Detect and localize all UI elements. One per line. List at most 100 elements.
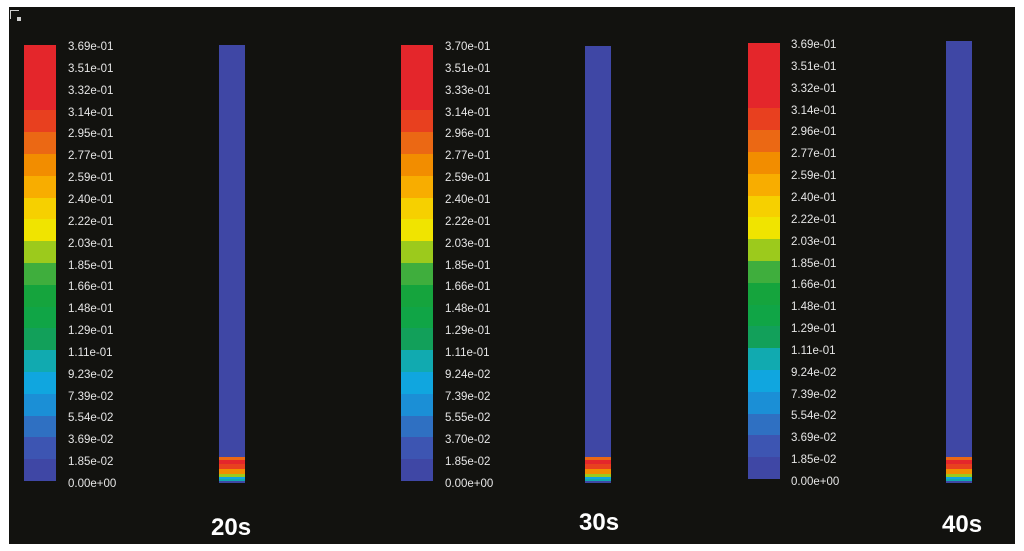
legend-value: 2.96e-01: [791, 126, 837, 139]
colorbar-segment: [24, 437, 56, 460]
concentration-band: [219, 469, 245, 474]
legend-value: 1.48e-01: [791, 301, 837, 314]
legend-value: 3.32e-01: [791, 82, 837, 95]
concentration-band: [585, 477, 611, 479]
colorbar-segment: [748, 130, 780, 153]
legend-value: 2.77e-01: [445, 150, 491, 163]
legend-value: 3.51e-01: [68, 62, 114, 75]
legend-value: 5.54e-02: [68, 412, 114, 425]
concentration-band: [219, 477, 245, 479]
colorbar-segment: [401, 241, 433, 264]
legend-value: 3.69e-01: [68, 41, 114, 53]
legend-value: 0.00e+00: [791, 476, 840, 488]
colorbar: [748, 43, 780, 489]
legend-value: 0.00e+00: [445, 478, 494, 490]
legend-value: 2.22e-01: [445, 215, 491, 228]
contour-frame: [9, 7, 1015, 544]
colorbar-segment: [401, 306, 433, 329]
colorbar-segment: [24, 132, 56, 155]
legend-value: 2.77e-01: [791, 148, 837, 161]
colorbar-segment: [24, 175, 56, 199]
colorbar-segment: [24, 415, 56, 438]
legend-value: 2.59e-01: [791, 170, 837, 183]
legend-value: 9.24e-02: [445, 368, 491, 381]
colorbar-segment: [401, 437, 433, 460]
colorbar-segment: [24, 154, 56, 177]
colorbar-segment: [401, 219, 433, 242]
colorbar-segment: [748, 348, 780, 371]
colorbar-segment: [748, 304, 780, 327]
concentration-band: [585, 474, 611, 477]
legend-value: 2.40e-01: [68, 193, 114, 206]
colorbar-segment: [401, 154, 433, 177]
colorbar-segment: [401, 372, 433, 395]
colorbar-segment: [401, 263, 433, 286]
colorbar-segment: [24, 45, 56, 68]
concentration-band: [219, 460, 245, 464]
legend-value: 2.40e-01: [445, 193, 491, 206]
concentration-band: [946, 477, 972, 479]
colorbar-segment: [748, 43, 780, 66]
colorbar-segment: [401, 66, 433, 90]
colorbar-segment: [24, 284, 56, 308]
colorbar-segment: [401, 175, 433, 199]
time-label: 40s: [942, 511, 983, 538]
concentration-band: [946, 464, 972, 469]
legend-value: 3.69e-02: [791, 432, 837, 445]
concentration-band: [585, 464, 611, 469]
colorbar-segment: [24, 350, 56, 373]
legend-value: 5.54e-02: [791, 410, 837, 423]
legend-value: 1.66e-01: [68, 281, 114, 294]
colorbar-segment: [748, 457, 780, 480]
legend-value: 3.69e-02: [68, 434, 114, 447]
legend-value: 3.69e-01: [791, 39, 837, 51]
concentration-band: [585, 457, 611, 460]
colorbar-segment: [748, 413, 780, 436]
legend-value: 9.24e-02: [791, 366, 837, 379]
legend-value: 3.70e-02: [445, 434, 491, 447]
colorbar-segment: [24, 241, 56, 264]
colorbar-segment: [748, 239, 780, 262]
concentration-band: [219, 479, 245, 481]
colorbar-segment: [24, 393, 56, 417]
colorbar-segment: [748, 261, 780, 284]
colorbar-segment: [748, 86, 780, 109]
legend-value: 3.14e-01: [445, 106, 491, 119]
colorbar-segment: [748, 108, 780, 131]
contour-column: [585, 46, 611, 483]
legend-value: 2.95e-01: [68, 128, 114, 141]
legend-value: 1.11e-01: [445, 346, 490, 359]
concentration-band: [219, 457, 245, 460]
legend-value: 2.22e-01: [791, 213, 837, 226]
legend-value: 1.48e-01: [68, 303, 114, 316]
contour-column: [219, 45, 245, 483]
legend-value: 2.77e-01: [68, 150, 114, 163]
colorbar-segment: [748, 152, 780, 175]
legend-value: 7.39e-02: [791, 388, 837, 401]
colorbar-segment: [24, 197, 56, 220]
legend-value: 3.14e-01: [68, 106, 114, 119]
concentration-band: [585, 460, 611, 464]
colorbar-segment: [24, 459, 56, 482]
legend-value: 2.59e-01: [68, 172, 114, 185]
legend-value: 3.51e-01: [791, 60, 837, 73]
legend-value: 1.11e-01: [68, 346, 113, 359]
concentration-band: [946, 474, 972, 477]
colorbar-segment: [401, 459, 433, 482]
colorbar-segment: [401, 328, 433, 351]
concentration-band: [946, 457, 972, 460]
concentration-band: [946, 469, 972, 474]
legend-value: 7.39e-02: [68, 390, 114, 403]
legend-value: 3.51e-01: [445, 62, 491, 75]
legend-value: 1.85e-01: [445, 259, 491, 272]
colorbar-segment: [748, 326, 780, 349]
colorbar-segment: [748, 217, 780, 240]
legend-value: 3.32e-01: [68, 84, 114, 97]
legend-value: 2.40e-01: [791, 191, 837, 204]
colorbar-segment: [748, 282, 780, 306]
legend-value: 3.70e-01: [445, 41, 491, 53]
